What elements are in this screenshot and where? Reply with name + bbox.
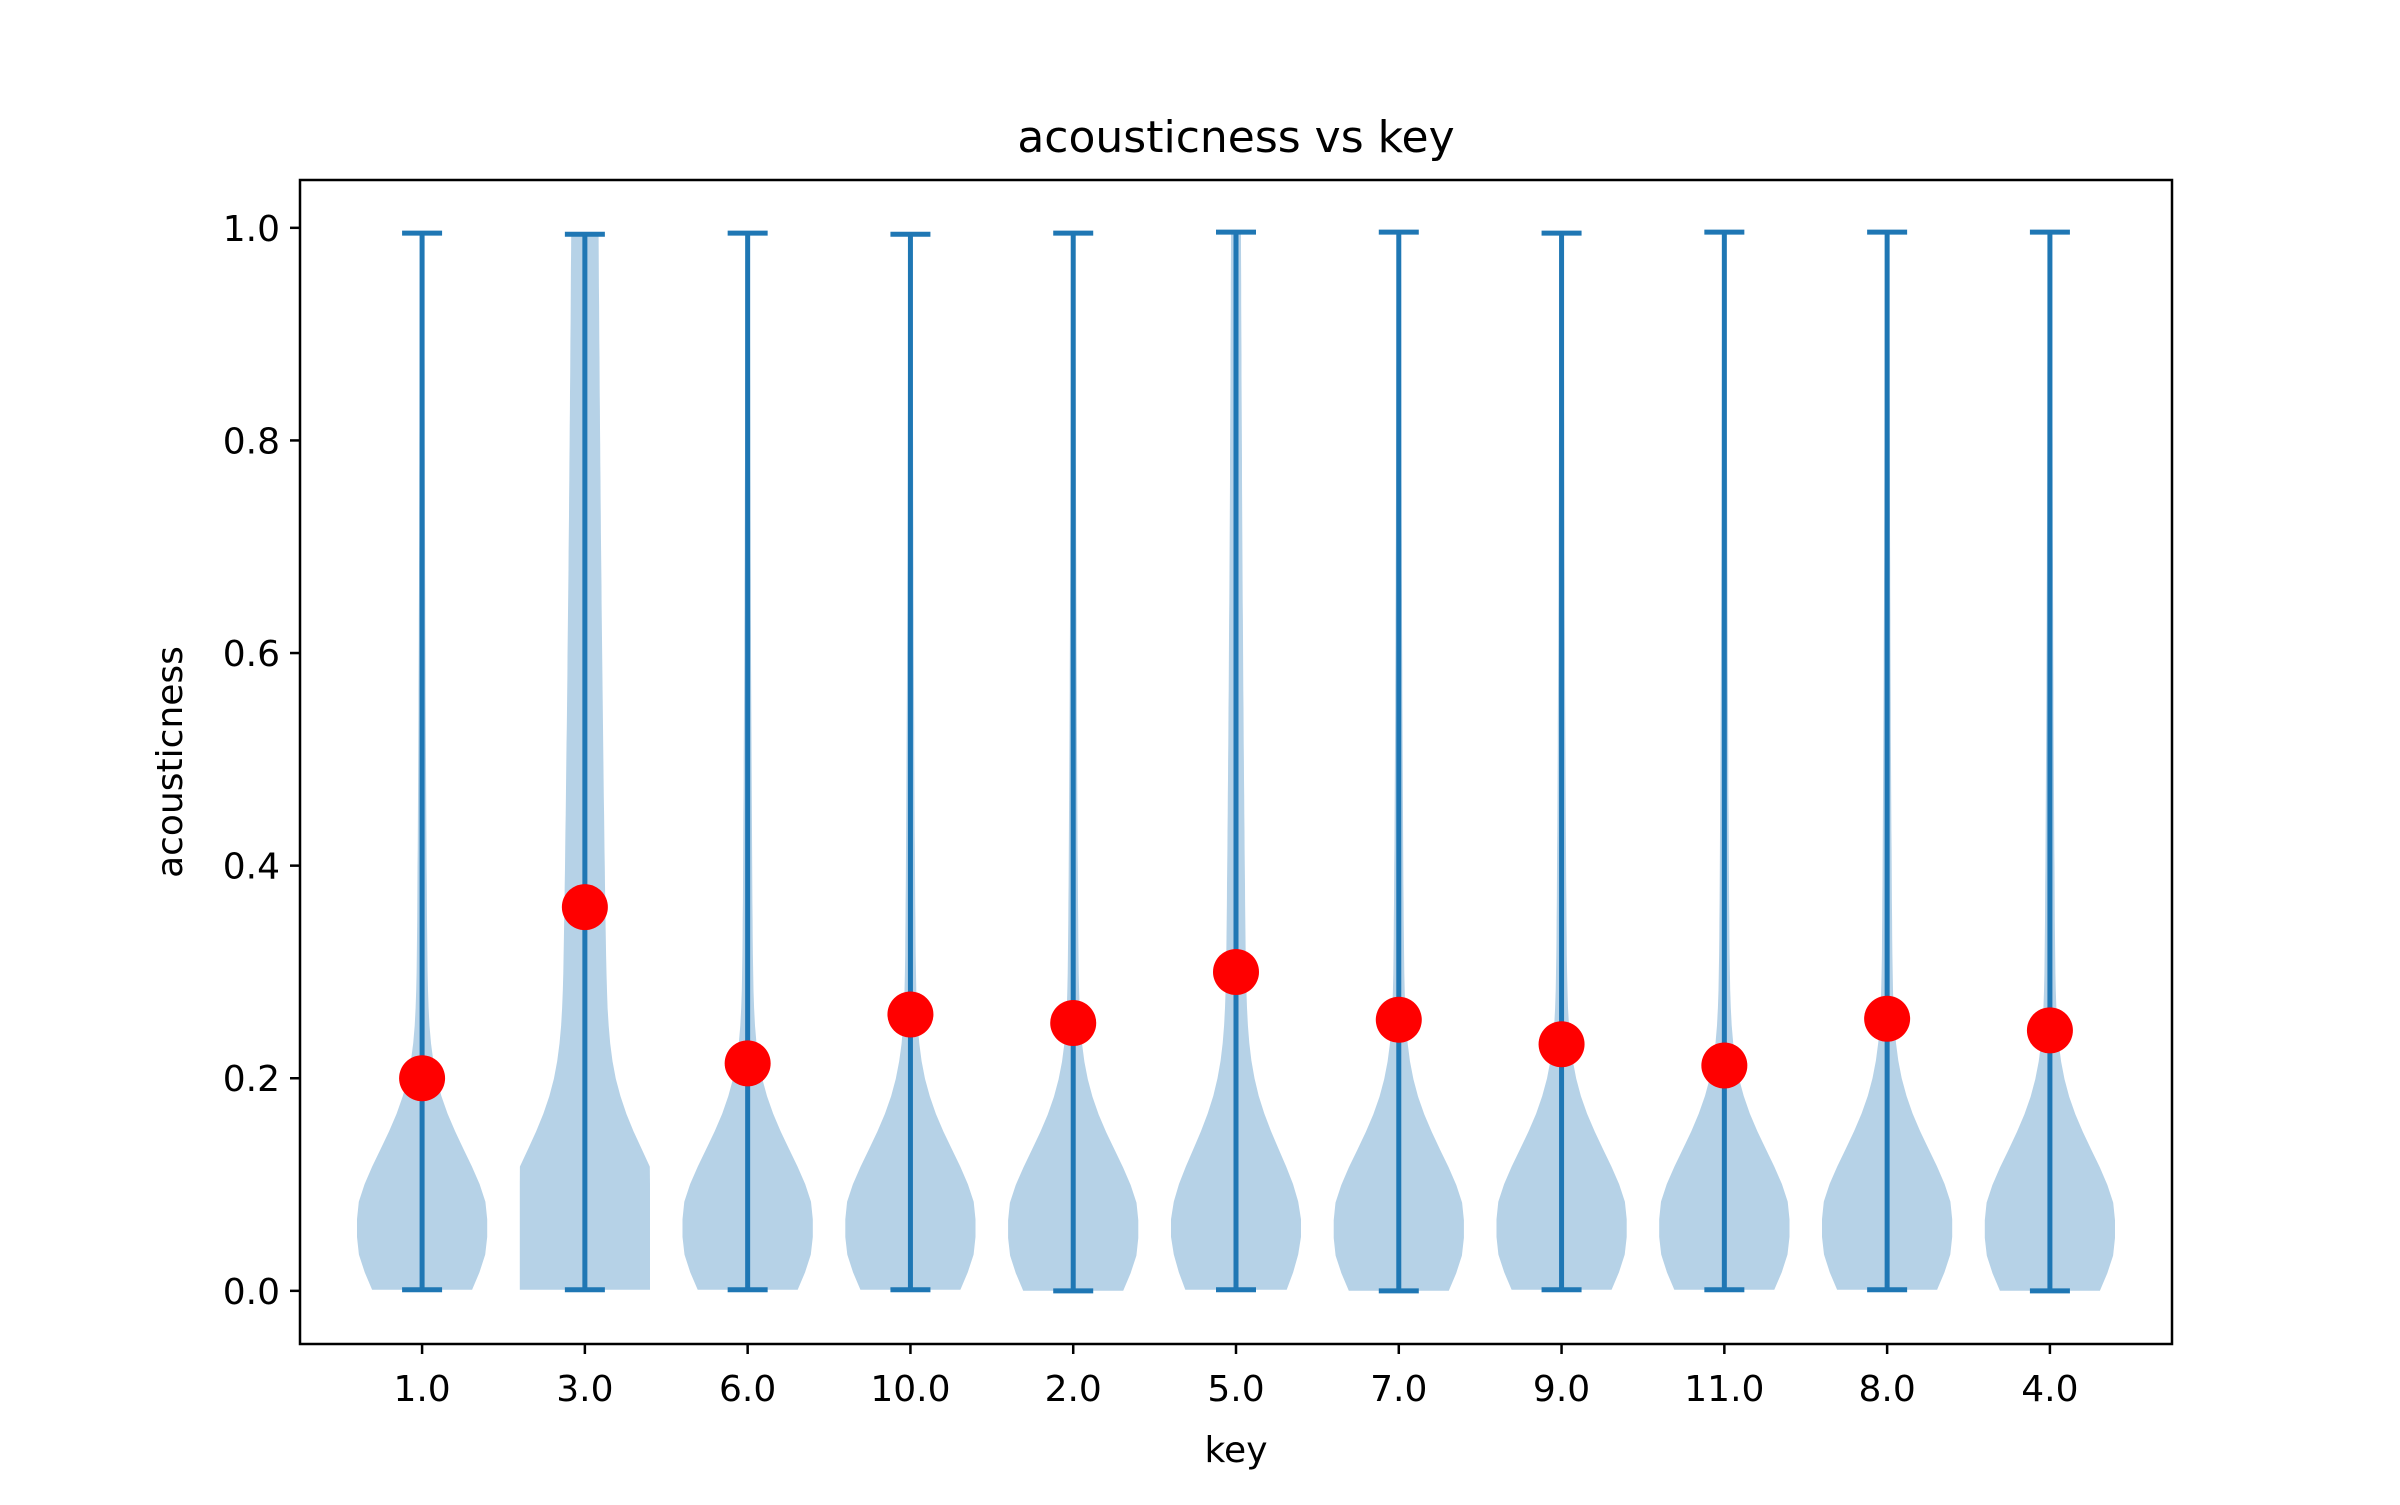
x-tick-label: 8.0 [1858, 1369, 1915, 1410]
x-axis-ticks: 1.0 3.0 6.0 10.0 2.0 5.0 7.0 9.0 11.0 8.0 4.0 [393, 1344, 2079, 1410]
x-tick-label: 1.0 [393, 1369, 450, 1410]
y-tick-label: 0.2 [223, 1059, 280, 1100]
y-tick-label: 0.8 [223, 421, 280, 462]
y-axis-label: acousticness [150, 646, 191, 878]
x-tick-label: 11.0 [1684, 1369, 1764, 1410]
mean-marker-6.0 [724, 1040, 771, 1087]
x-tick-label: 6.0 [719, 1369, 776, 1410]
x-axis-label: key [1204, 1430, 1267, 1471]
mean-marker-10.0 [887, 991, 934, 1038]
mean-marker-11.0 [1701, 1042, 1748, 1089]
x-tick-label: 7.0 [1370, 1369, 1427, 1410]
chart-title: acousticness vs key [1017, 112, 1454, 163]
y-tick-label: 0.4 [223, 847, 280, 888]
x-tick-label: 9.0 [1533, 1369, 1590, 1410]
y-tick-label: 0.6 [223, 634, 280, 675]
mean-marker-5.0 [1213, 948, 1259, 995]
x-tick-label: 3.0 [556, 1369, 613, 1410]
x-tick-label: 4.0 [2021, 1369, 2078, 1410]
violin-lines-layer [402, 229, 2070, 1294]
mean-marker-2.0 [1050, 999, 1097, 1046]
y-axis-ticks: 0.0 0.2 0.4 0.6 0.8 1.0 [223, 209, 300, 1313]
mean-marker-3.0 [561, 884, 608, 931]
x-tick-label: 5.0 [1207, 1369, 1264, 1410]
x-tick-label: 10.0 [870, 1369, 950, 1410]
mean-marker-9.0 [1538, 1021, 1585, 1068]
mean-marker-4.0 [2026, 1007, 2073, 1054]
x-tick-label: 2.0 [1045, 1369, 1102, 1410]
mean-marker-8.0 [1864, 995, 1911, 1042]
mean-marker-1.0 [399, 1055, 446, 1102]
y-tick-label: 1.0 [223, 209, 280, 250]
mean-markers-layer [399, 884, 2073, 1102]
mean-marker-7.0 [1375, 996, 1422, 1043]
y-tick-label: 0.0 [223, 1272, 280, 1313]
